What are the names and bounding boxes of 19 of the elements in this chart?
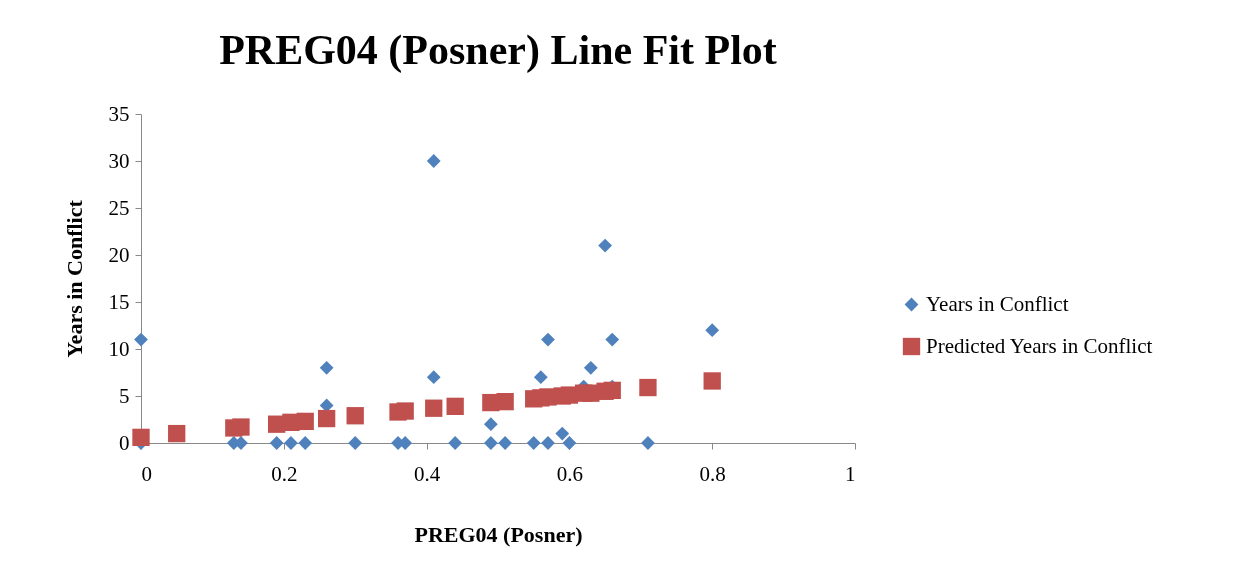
y-tick-label: 30 xyxy=(108,148,130,173)
x-tick-label: 1 xyxy=(845,461,856,486)
y-tick-label: 5 xyxy=(119,383,130,408)
y-tick-label: 20 xyxy=(108,242,130,267)
y-tick-label: 25 xyxy=(108,195,130,220)
x-tick-label: 0 xyxy=(141,461,152,486)
x-tick-label: 0.4 xyxy=(413,461,441,486)
y-tick-label: 10 xyxy=(108,336,130,361)
y-tick-label: 15 xyxy=(108,289,130,314)
x-axis-title: PREG04 (Posner) xyxy=(414,521,583,547)
legend-label: Predicted Years in Conflict xyxy=(926,333,1153,358)
x-tick-label: 0.8 xyxy=(699,461,726,486)
y-tick-label: 0 xyxy=(119,430,130,455)
y-tick-label: 35 xyxy=(108,101,130,126)
legend-label: Years in Conflict xyxy=(926,291,1069,316)
x-tick-label: 0.2 xyxy=(271,461,298,486)
y-axis-title: Years in Conflict xyxy=(61,199,87,358)
chart-title: PREG04 (Posner) Line Fit Plot xyxy=(219,27,777,74)
x-tick-label: 0.6 xyxy=(556,461,584,486)
